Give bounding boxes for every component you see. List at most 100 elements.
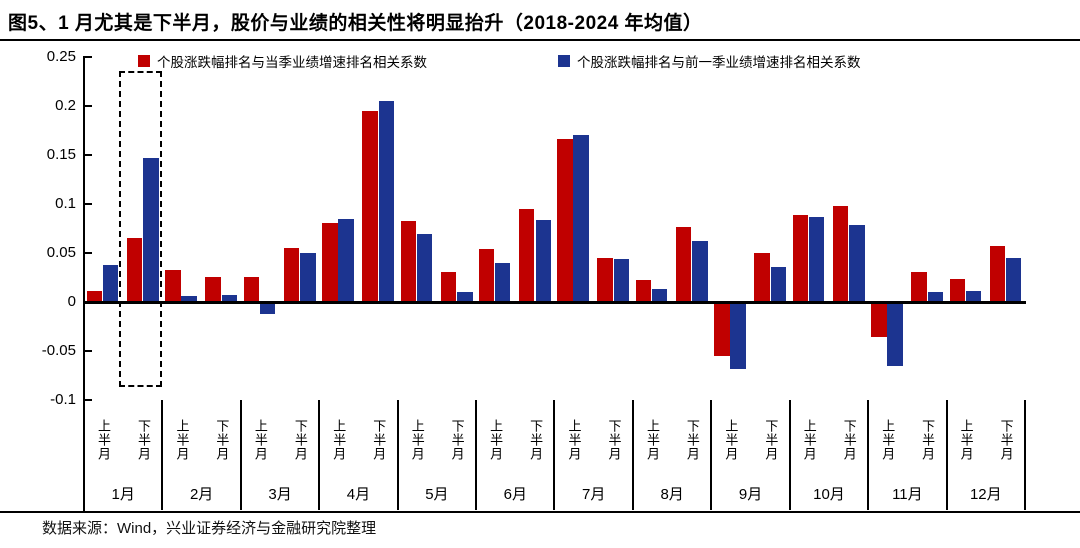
bar-previous-quarter bbox=[927, 292, 944, 302]
first-half-month-label: 上半月 bbox=[644, 419, 660, 461]
bar-current-quarter bbox=[86, 291, 103, 302]
bar-current-quarter bbox=[635, 280, 652, 302]
bar-previous-quarter bbox=[651, 289, 668, 302]
january-second-half-highlight-box bbox=[119, 71, 162, 387]
legend-swatch-red-icon bbox=[138, 55, 150, 67]
y-tick-label: -0.1 bbox=[50, 391, 76, 408]
y-tick-label: 0.1 bbox=[55, 195, 76, 212]
y-tick-label: 0.25 bbox=[46, 48, 76, 65]
first-half-month-label: 上半月 bbox=[723, 419, 739, 461]
y-tick-mark bbox=[85, 350, 92, 352]
bar-current-quarter bbox=[243, 276, 260, 302]
second-half-month-label: 下半月 bbox=[136, 419, 152, 461]
first-half-month-label: 上半月 bbox=[488, 419, 504, 461]
bar-previous-quarter bbox=[808, 216, 825, 302]
bar-previous-quarter bbox=[770, 266, 787, 302]
month-label: 6月 bbox=[503, 486, 527, 503]
month-label: 8月 bbox=[660, 486, 684, 503]
bar-previous-quarter bbox=[887, 302, 903, 366]
month-label: 7月 bbox=[582, 486, 606, 503]
first-half-month-label: 上半月 bbox=[252, 419, 268, 461]
bar-current-quarter bbox=[440, 271, 457, 302]
bar-current-quarter bbox=[714, 302, 730, 356]
second-half-month-label: 下半月 bbox=[606, 419, 622, 461]
month-label: 12月 bbox=[969, 486, 1002, 503]
month-label: 2月 bbox=[189, 486, 214, 503]
bar-previous-quarter bbox=[849, 224, 865, 302]
bar-previous-quarter bbox=[730, 302, 746, 369]
second-half-month-label: 下半月 bbox=[292, 419, 308, 461]
y-tick-mark bbox=[85, 56, 92, 58]
zero-baseline bbox=[85, 301, 1026, 304]
first-half-month-label: 上半月 bbox=[566, 419, 582, 461]
first-half-month-label: 上半月 bbox=[174, 419, 190, 461]
month-label: 9月 bbox=[738, 486, 763, 503]
first-half-month-label: 上半月 bbox=[958, 419, 974, 461]
bar-previous-quarter bbox=[338, 218, 354, 302]
y-tick-label: 0.15 bbox=[46, 146, 76, 163]
first-half-month-label: 上半月 bbox=[801, 419, 817, 461]
bar-previous-quarter bbox=[378, 101, 395, 302]
y-tick-mark bbox=[85, 399, 92, 401]
bar-current-quarter bbox=[871, 302, 887, 338]
month-cell: 上半月 下半月 11月 bbox=[869, 400, 948, 510]
bar-previous-quarter bbox=[613, 258, 630, 302]
first-half-month-label: 上半月 bbox=[96, 419, 112, 461]
second-half-month-label: 下半月 bbox=[841, 419, 857, 461]
bar-previous-quarter bbox=[259, 302, 276, 314]
month-cell: 上半月 下半月 8月 bbox=[634, 400, 713, 510]
second-half-month-label: 下半月 bbox=[528, 419, 544, 461]
y-tick-mark bbox=[85, 203, 92, 205]
first-half-month-label: 上半月 bbox=[409, 419, 425, 461]
bar-current-quarter bbox=[911, 271, 927, 302]
y-tick-label: 0.2 bbox=[55, 97, 76, 114]
bar-current-quarter bbox=[283, 248, 300, 302]
bar-current-quarter bbox=[519, 208, 535, 302]
second-half-month-label: 下半月 bbox=[763, 419, 779, 461]
bar-previous-quarter bbox=[692, 241, 708, 302]
month-label: 1月 bbox=[111, 486, 135, 503]
month-cell: 上半月 下半月 3月 bbox=[242, 400, 321, 510]
month-cell: 上半月 下半月 1月 bbox=[85, 400, 164, 510]
second-half-month-label: 下半月 bbox=[684, 419, 700, 461]
first-half-month-label: 上半月 bbox=[331, 419, 347, 461]
month-label: 4月 bbox=[346, 486, 371, 503]
bar-previous-quarter bbox=[573, 135, 589, 302]
month-cell: 上半月 下半月 12月 bbox=[948, 400, 1026, 510]
bar-previous-quarter bbox=[181, 296, 197, 302]
bar-current-quarter bbox=[400, 220, 417, 302]
second-half-month-label: 下半月 bbox=[449, 419, 465, 461]
y-tick-label: 0 bbox=[67, 293, 76, 310]
bar-previous-quarter bbox=[221, 295, 238, 302]
legend-swatch-blue-icon bbox=[558, 55, 570, 67]
month-cell: 上半月 下半月 9月 bbox=[712, 400, 791, 510]
month-label: 10月 bbox=[813, 486, 845, 503]
bar-previous-quarter bbox=[1006, 257, 1022, 302]
bar-current-quarter bbox=[792, 214, 809, 302]
bar-current-quarter bbox=[832, 205, 849, 302]
bar-current-quarter bbox=[126, 238, 143, 302]
bar-current-quarter bbox=[322, 222, 338, 302]
plot-area bbox=[85, 57, 1026, 400]
footer-divider bbox=[0, 511, 1080, 513]
month-cell: 上半月 下半月 5月 bbox=[399, 400, 478, 510]
bar-current-quarter bbox=[989, 246, 1005, 302]
month-cell: 上半月 下半月 2月 bbox=[163, 400, 242, 510]
bar-current-quarter bbox=[165, 269, 181, 302]
month-cell: 上半月 下半月 10月 bbox=[791, 400, 870, 510]
month-cell: 上半月 下半月 4月 bbox=[320, 400, 399, 510]
second-half-month-label: 下半月 bbox=[998, 419, 1014, 461]
bar-current-quarter bbox=[362, 110, 378, 302]
title-divider bbox=[0, 39, 1080, 41]
legend-label-previous-quarter: 个股涨跌幅排名与前一季业绩增速排名相关系数 bbox=[577, 55, 861, 70]
second-half-month-label: 下半月 bbox=[214, 419, 230, 461]
bar-previous-quarter bbox=[416, 234, 433, 302]
bar-current-quarter bbox=[597, 257, 613, 302]
y-axis-line bbox=[83, 56, 85, 512]
month-label: 3月 bbox=[268, 486, 292, 503]
month-label: 11月 bbox=[892, 486, 923, 503]
y-tick-label: 0.05 bbox=[46, 244, 76, 261]
y-tick-mark bbox=[85, 154, 92, 156]
bar-current-quarter bbox=[557, 139, 573, 302]
